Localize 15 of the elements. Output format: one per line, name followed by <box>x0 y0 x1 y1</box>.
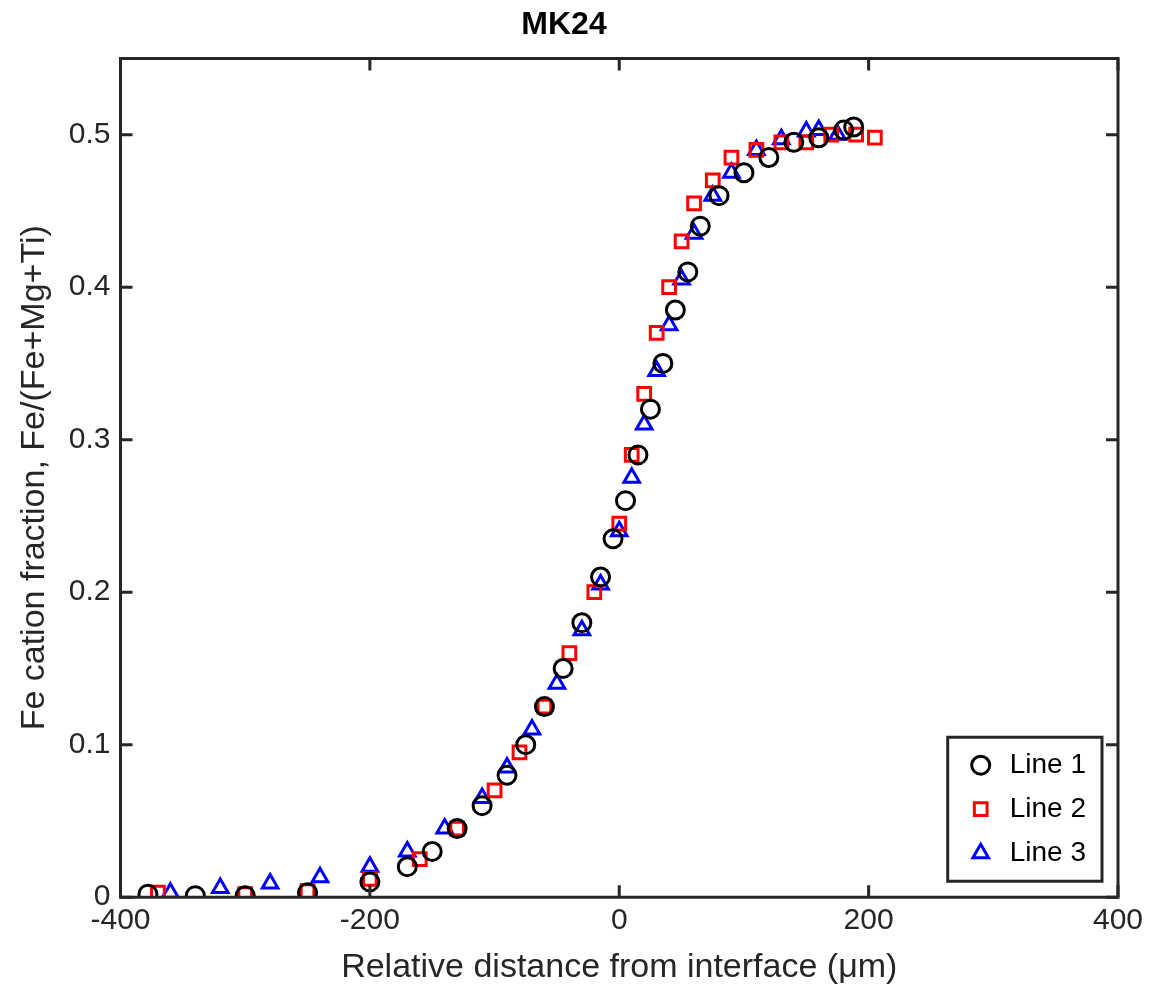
x-tick-label: -200 <box>339 902 400 936</box>
x-axis-title: Relative distance from interface (μm) <box>341 945 898 984</box>
x-tick-label: 200 <box>843 902 894 936</box>
legend-label: Line 3 <box>1009 835 1087 867</box>
y-tick-label: 0.4 <box>68 268 111 302</box>
legend-label: Line 2 <box>1009 791 1087 823</box>
y-tick-label: 0.1 <box>68 725 111 759</box>
x-tick-label: 400 <box>1092 902 1144 936</box>
y-tick-label: 0.3 <box>68 420 111 454</box>
legend-label: Line 1 <box>1009 747 1087 779</box>
y-tick-label: 0.2 <box>68 573 111 607</box>
y-axis-title: Fe cation fraction, Fe/(Fe+Mg+Ti) <box>12 225 51 731</box>
chart-title: MK24 <box>521 5 607 42</box>
y-tick-label: 0.5 <box>68 115 111 149</box>
x-tick-label: 0 <box>610 902 628 936</box>
